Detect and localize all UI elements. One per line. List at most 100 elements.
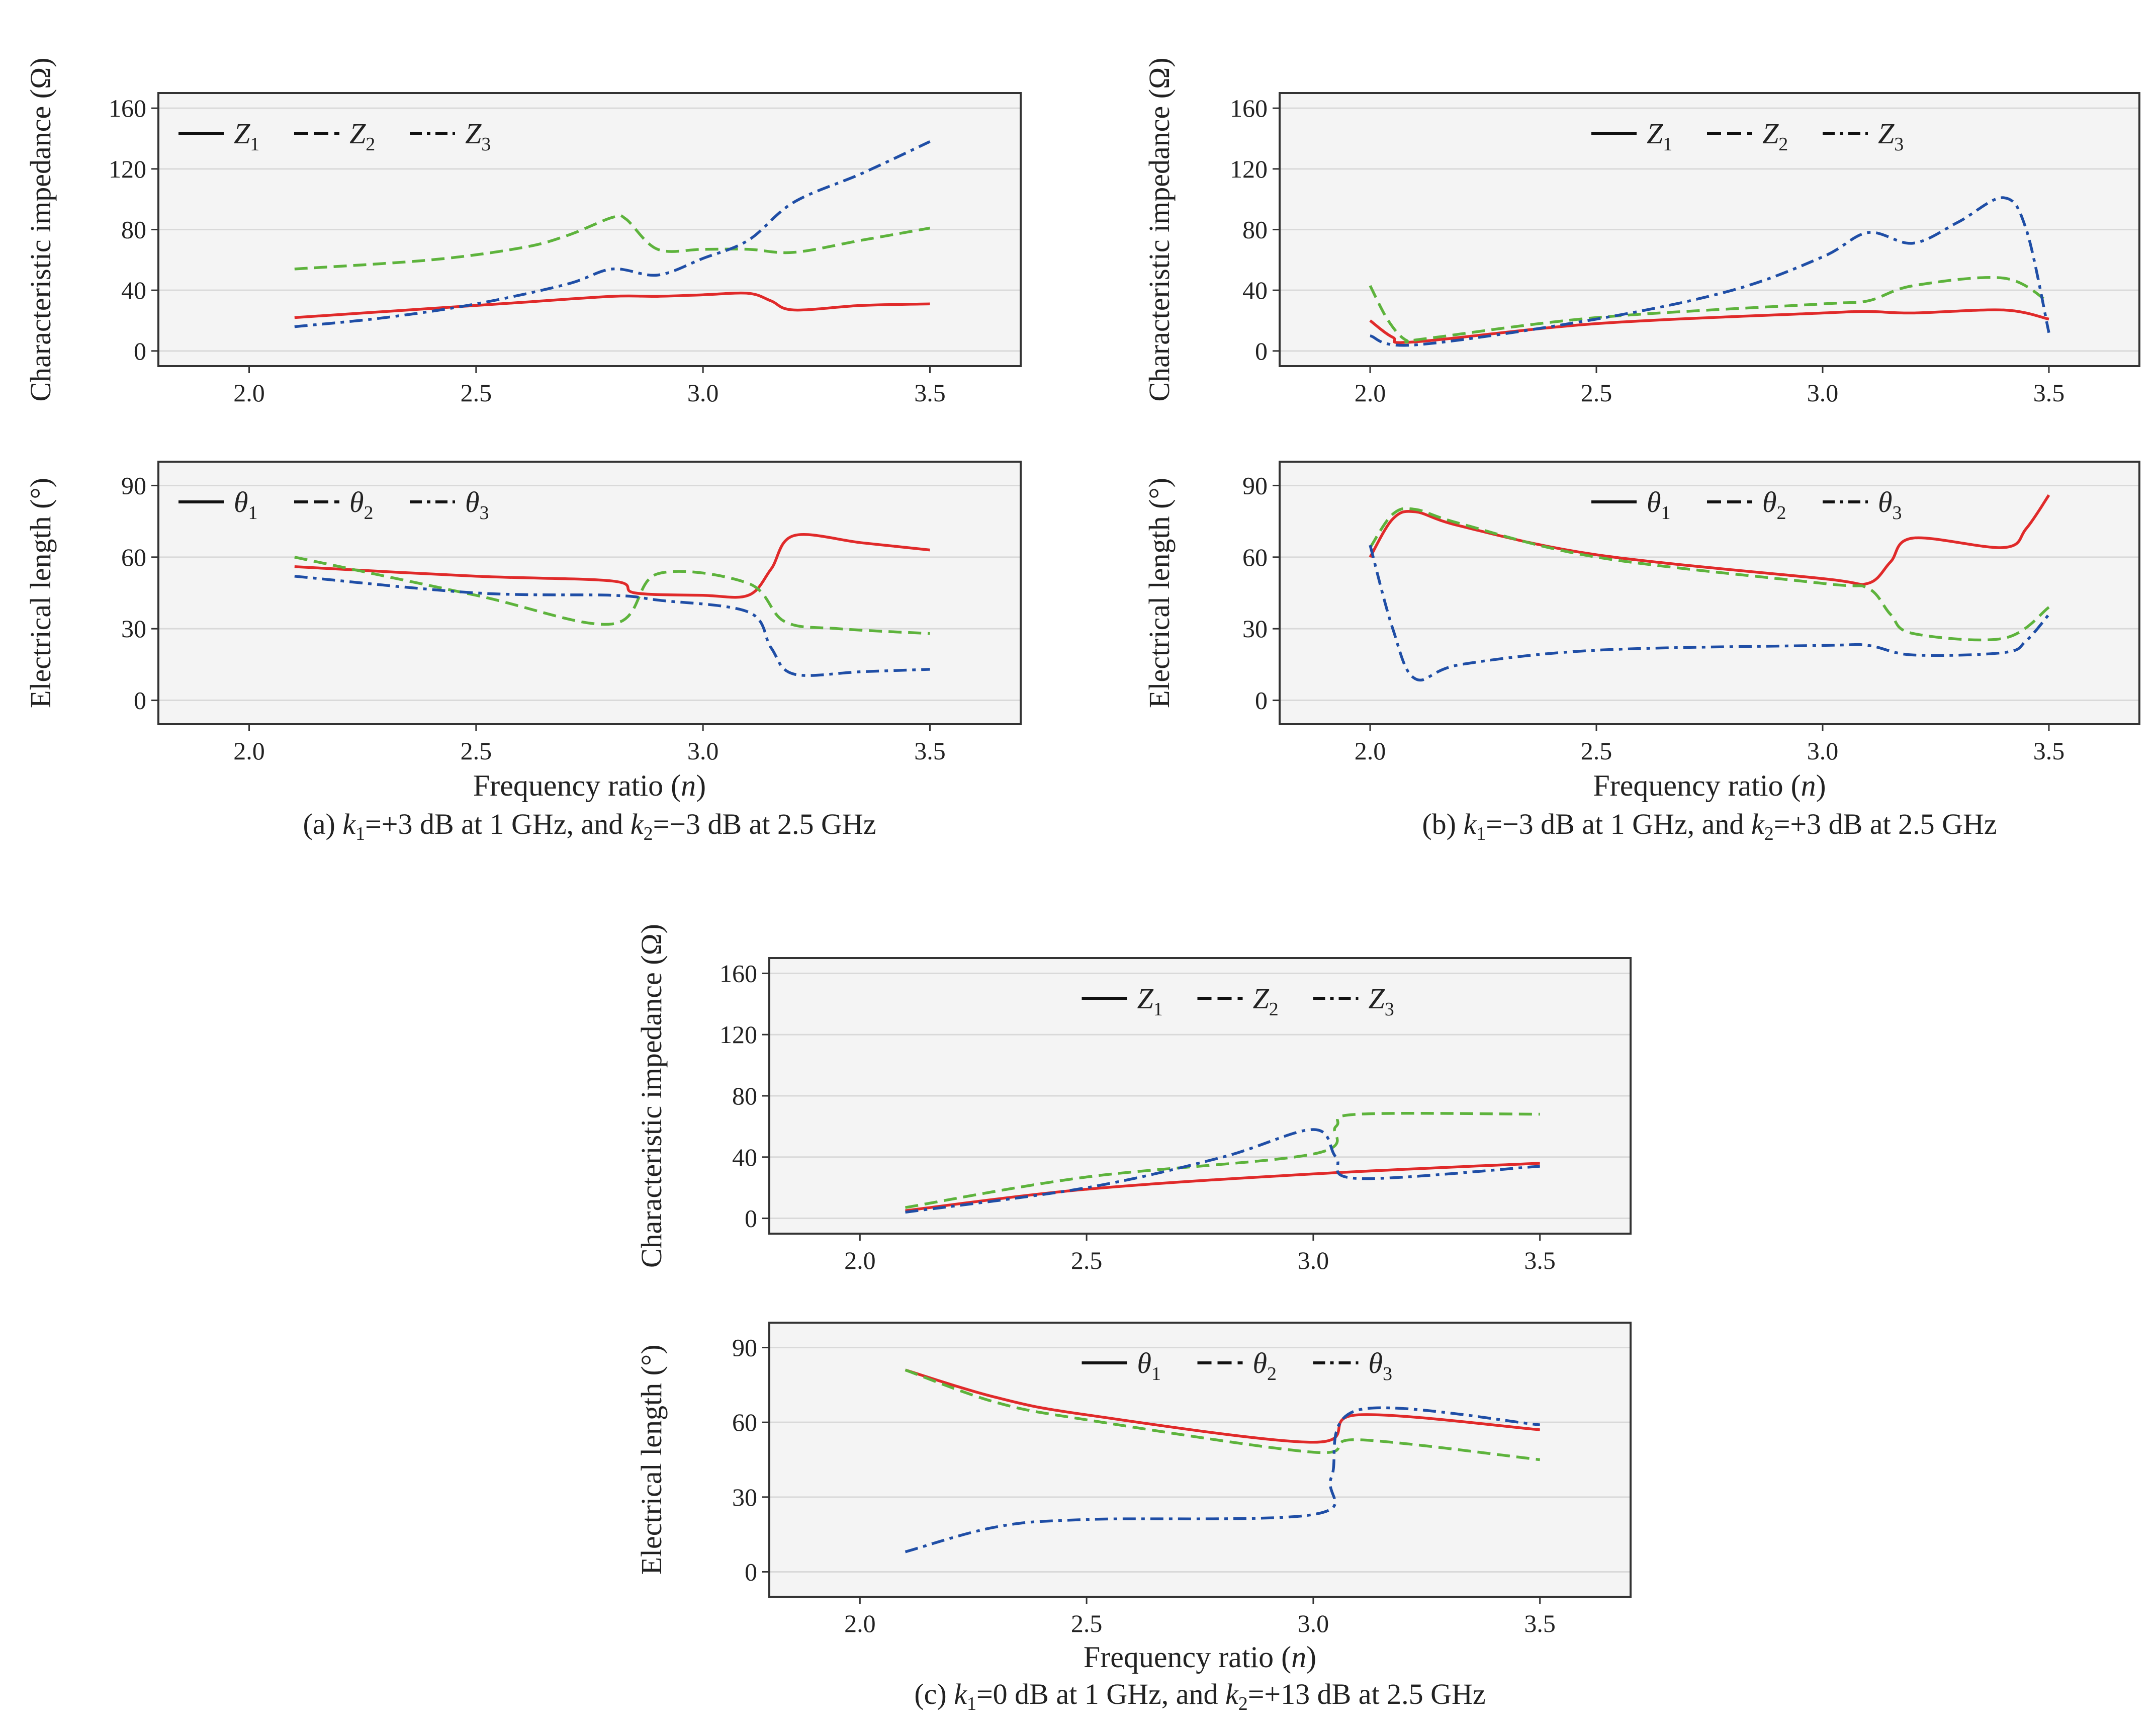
series-line-Z1 [294,291,930,319]
x-tick-label: 2.5 [1581,737,1612,765]
caption-c: (c) k1=0 dB at 1 GHz, and k2=+13 dB at 2… [914,1678,1485,1714]
x-tick-label: 3.0 [1298,1609,1329,1637]
x-tick-label: 3.5 [1524,1246,1556,1274]
series-line-θ3 [905,1406,1540,1553]
panel-c-top: 0 40 80 120 160 2.0 2.5 3.0 3.5 Z1 Z2 Z3 Characteris… [635,924,1632,1274]
panel-b-bottom: 0 30 60 90 2.0 2.5 3.0 3.5 θ1 θ2 θ3 Electrical leng… [1143,461,2140,765]
panel-frame [157,92,1022,367]
x-tick-label: 3.0 [1807,737,1839,765]
x-tick-label: 2.0 [233,379,265,407]
x-tick-label: 3.0 [1298,1246,1329,1274]
series-line-θ2 [905,1368,1541,1461]
y-axis-label: Characteristic impedance (Ω) [24,58,57,402]
panel-a-bottom: 0 30 60 90 2.0 2.5 3.0 3.5 θ1 θ2 θ3 Electrical leng… [24,461,1022,765]
y-tick-label: 80 [1242,216,1268,244]
y-tick-label: 0 [1255,686,1268,715]
x-axis-label: Frequency ratio (n) [1084,1640,1316,1674]
x-tick-label: 3.0 [687,379,719,407]
panel-b-top: 0 40 80 120 160 2.0 2.5 3.0 3.5 Z1 Z2 Z3 Characteris… [1143,58,2140,407]
series-line-Z3 [1370,196,2050,347]
y-tick-label: 90 [121,471,146,499]
panel-frame [157,461,1022,725]
series-line-θ1 [905,1368,1540,1444]
series-line-θ1 [294,533,930,599]
y-tick-label: 60 [732,1408,757,1436]
y-tick-label: 40 [121,276,146,304]
panel-c-bottom: 0 30 60 90 2.0 2.5 3.0 3.5 θ1 θ2 θ3 Electrical leng… [635,1322,1632,1637]
y-tick-label: 60 [1242,543,1268,571]
legend-entry: θ1 [234,486,258,524]
y-tick-label: 120 [1230,155,1268,183]
y-tick-label: 120 [720,1020,757,1049]
y-tick-label: 160 [720,959,757,987]
series-line-Z2 [905,1111,1540,1209]
series-line-θ3 [1369,545,2050,682]
legend-entry: θ1 [1137,1347,1161,1385]
y-axis-label: Electrical length (°) [1143,478,1176,708]
y-tick-label: 120 [109,155,146,183]
series-line-Z2 [1369,276,2050,344]
x-tick-label: 2.5 [1071,1246,1103,1274]
series-line-θ1 [1369,494,2050,586]
y-tick-label: 30 [121,615,146,643]
caption-b: (b) k1=−3 dB at 1 GHz, and k2=+3 dB at 2… [1422,808,1997,844]
series-line-Z2 [294,214,930,271]
legend-entry: Z3 [1369,982,1394,1020]
legend-entry: Z3 [465,117,491,155]
y-axis-label: Characteristic impedance (Ω) [635,924,668,1268]
panel-frame [1279,461,2140,725]
x-tick-label: 2.5 [461,737,492,765]
y-tick-label: 0 [745,1558,757,1586]
panel-frame [768,957,1632,1235]
caption-a: (a) k1=+3 dB at 1 GHz, and k2=−3 dB at 2… [303,808,876,844]
series-group [294,140,931,328]
series-line-θ2 [294,556,930,635]
series-line-θ3 [294,575,930,677]
series-line-Z1 [1369,308,2049,344]
series-line-Z3 [294,140,931,328]
legend-entry: θ2 [349,486,374,524]
y-tick-label: 40 [732,1143,757,1171]
legend: Z1 Z2 Z3 [1591,117,1904,155]
y-tick-label: 0 [1255,337,1268,365]
x-axis-label: Frequency ratio (n) [473,769,706,802]
x-tick-label: 3.5 [914,737,946,765]
y-axis-label: Electrical length (°) [24,478,57,708]
series-line-Z1 [905,1162,1540,1213]
x-tick-label: 2.0 [844,1609,876,1637]
legend: θ1 θ2 θ3 [1591,486,1902,524]
y-axis-label: Electrical length (°) [635,1345,668,1575]
x-tick-label: 2.0 [844,1246,876,1274]
legend-entry: θ3 [1878,486,1902,524]
legend-entry: θ3 [465,486,489,524]
legend-entry: Z1 [1137,982,1163,1020]
panel-frame [768,1322,1632,1598]
legend: θ1 θ2 θ3 [1082,1347,1392,1385]
legend: θ1 θ2 θ3 [178,486,489,524]
y-tick-label: 80 [732,1082,757,1110]
y-tick-label: 80 [121,216,146,244]
x-tick-label: 3.5 [2033,379,2065,407]
legend-entry: θ2 [1253,1347,1277,1385]
x-tick-label: 2.5 [1071,1609,1103,1637]
legend-entry: Z1 [234,117,259,155]
x-tick-label: 2.0 [1355,737,1386,765]
series-group [1369,196,2050,347]
y-tick-label: 90 [732,1334,757,1362]
y-tick-label: 90 [1242,471,1268,499]
y-tick-label: 0 [745,1204,757,1233]
panel-background [158,462,1021,724]
series-line-θ2 [1369,507,2050,642]
legend-entry: θ2 [1762,486,1786,524]
x-tick-label: 2.0 [233,737,265,765]
legend-entry: θ1 [1647,486,1671,524]
legend-entry: Z3 [1878,117,1904,155]
series-group [905,1368,1541,1553]
legend-entry: Z2 [349,117,375,155]
series-group [905,1111,1540,1214]
series-group [294,533,930,677]
y-tick-label: 40 [1242,276,1268,304]
x-tick-label: 3.5 [914,379,946,407]
y-tick-label: 30 [1242,615,1268,643]
